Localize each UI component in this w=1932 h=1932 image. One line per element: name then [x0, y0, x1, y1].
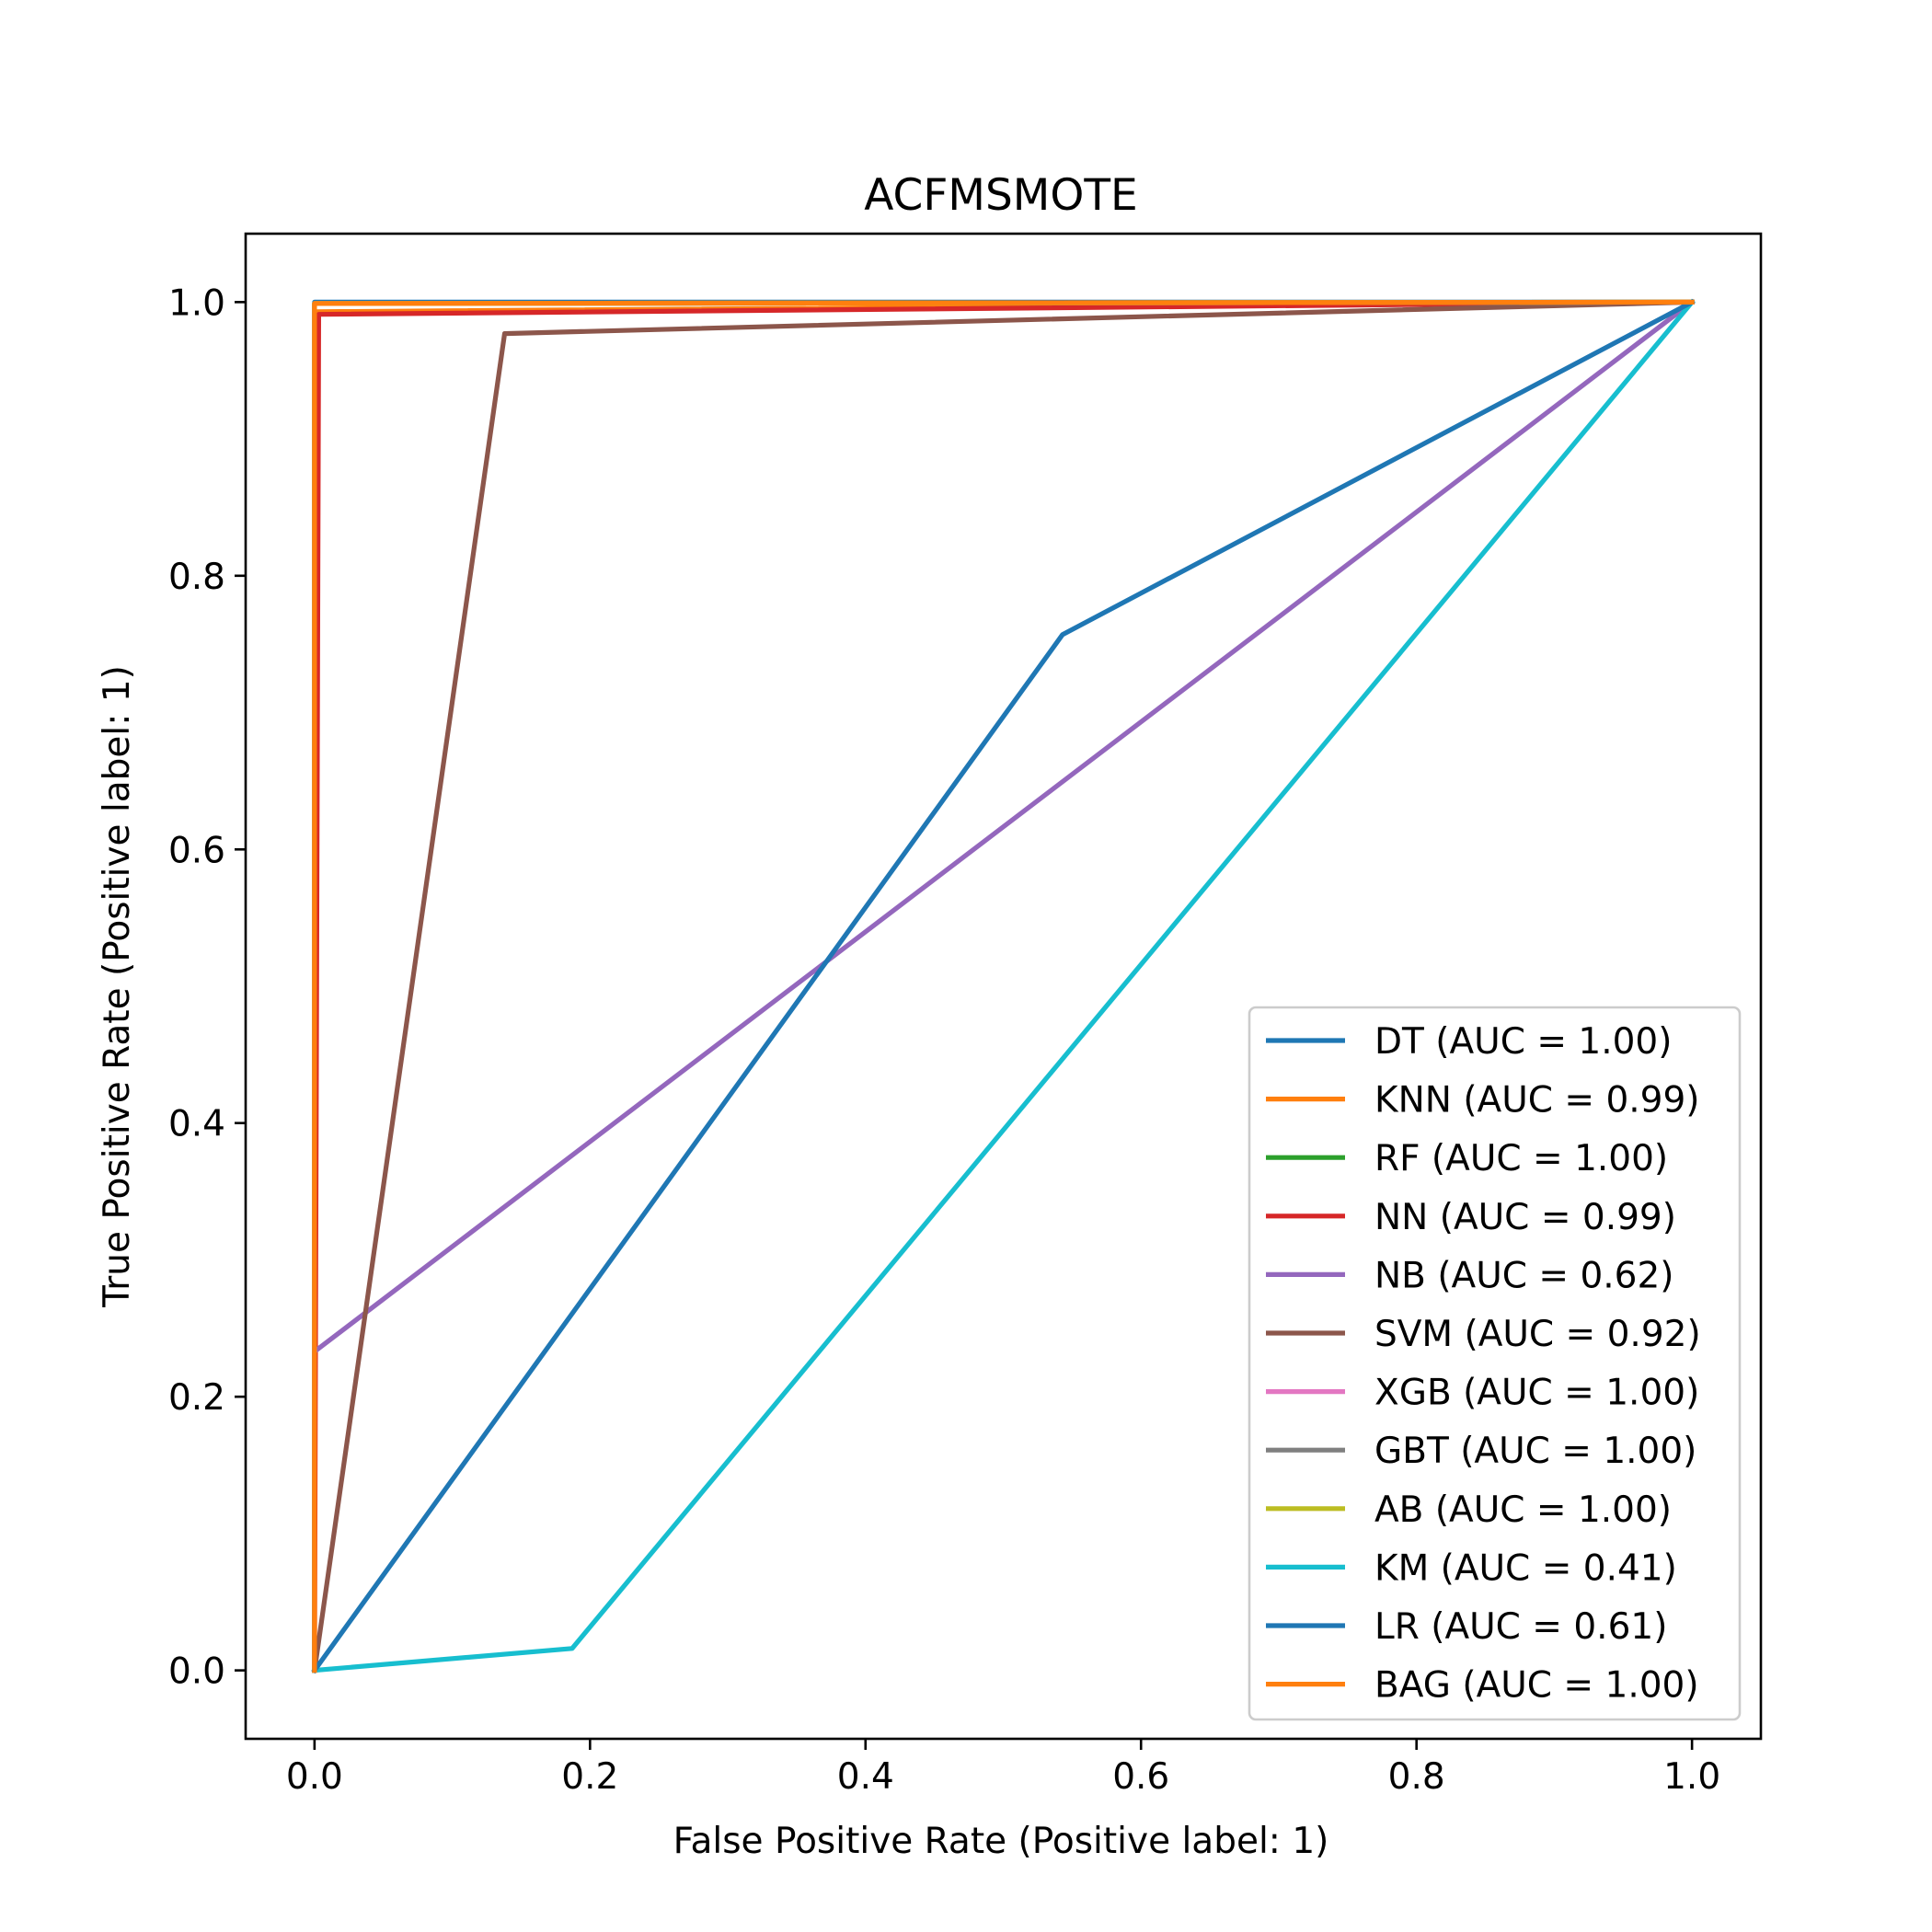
series-line-10 [311, 298, 1696, 1674]
y-tick-label: 1.0 [168, 282, 225, 324]
y-tick-label: 0.8 [168, 557, 225, 598]
legend-label: AB (AUC = 1.00) [1374, 1489, 1672, 1531]
legend-label: SVM (AUC = 0.92) [1374, 1314, 1701, 1355]
x-tick-label: 0.8 [1388, 1756, 1445, 1798]
legend-label: KNN (AUC = 0.99) [1374, 1080, 1700, 1121]
legend-label: NB (AUC = 0.62) [1374, 1255, 1674, 1296]
legend: DT (AUC = 1.00) KNN (AUC = 0.99) RF (AUC =… [1248, 1006, 1742, 1721]
legend-label: RF (AUC = 1.00) [1374, 1138, 1668, 1179]
y-axis-ticks: 0.0 0.2 0.4 0.6 0.8 1.0 [168, 282, 246, 1693]
y-tick-label: 0.6 [168, 830, 225, 871]
legend-label: DT (AUC = 1.00) [1374, 1021, 1672, 1063]
y-tick-label: 0.4 [168, 1104, 225, 1145]
chart-title: ACFMSMOTE [864, 170, 1138, 221]
legend-label: BAG (AUC = 1.00) [1374, 1665, 1699, 1707]
series-line-5 [311, 299, 1695, 1673]
x-axis-ticks: 0.0 0.2 0.4 0.6 0.8 1.0 [286, 1739, 1720, 1798]
x-tick-label: 0.2 [561, 1756, 618, 1798]
legend-label: XGB (AUC = 1.00) [1374, 1373, 1699, 1414]
series-line-9 [312, 298, 1696, 1673]
x-axis-label: False Positive Rate (Positive label: 1) [673, 1821, 1329, 1862]
legend-items: DT (AUC = 1.00) KNN (AUC = 0.99) RF (AUC =… [1266, 1021, 1701, 1707]
x-tick-label: 0.6 [1112, 1756, 1169, 1798]
legend-label: NN (AUC = 0.99) [1374, 1197, 1676, 1238]
x-tick-label: 0.4 [837, 1756, 894, 1798]
y-tick-label: 0.2 [168, 1377, 225, 1419]
legend-frame [1248, 1006, 1742, 1721]
legend-label: KM (AUC = 0.41) [1374, 1547, 1677, 1589]
series-line-11 [312, 299, 1695, 1673]
y-axis-label: True Positive Rate (Positive label: 1) [97, 665, 138, 1308]
x-tick-label: 1.0 [1663, 1756, 1720, 1798]
x-tick-label: 0.0 [286, 1756, 343, 1798]
plot-lines [311, 298, 1696, 1674]
legend-label: LR (AUC = 0.61) [1374, 1606, 1667, 1648]
axes-frame [244, 232, 1763, 1741]
y-tick-label: 0.0 [168, 1651, 225, 1693]
legend-label: GBT (AUC = 1.00) [1374, 1431, 1696, 1472]
